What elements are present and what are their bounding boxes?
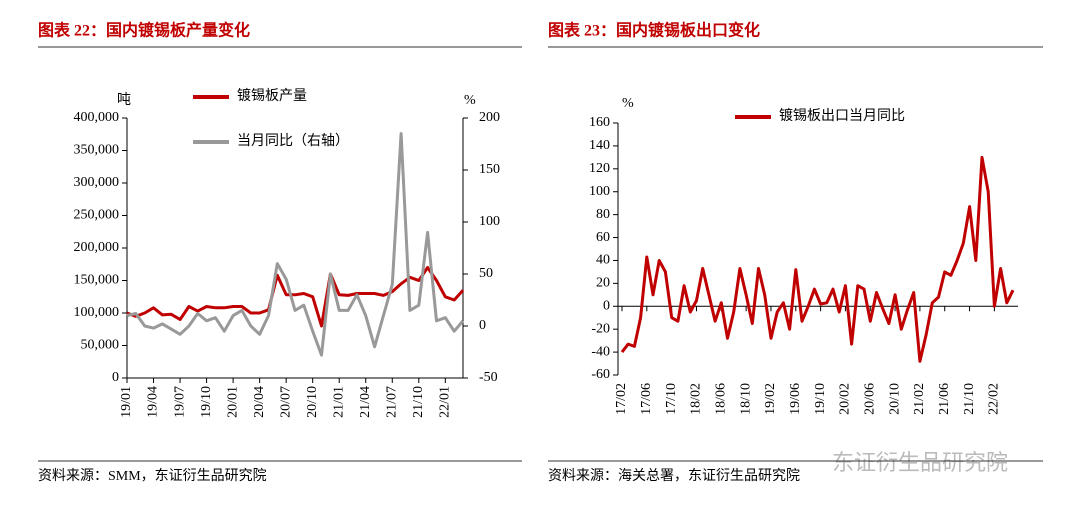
x-tick-label: 19/04 [146, 386, 161, 418]
x-tick-label: 20/02 [838, 383, 853, 415]
legend-label: 镀锡板出口当月同比 [779, 107, 905, 124]
y-tick-label: 80 [596, 207, 610, 222]
x-tick-label: 18/02 [689, 383, 704, 415]
x-tick-label: 20/06 [862, 383, 877, 415]
chart-title: 图表 23：国内镀锡板出口变化 [548, 21, 760, 40]
y2-tick-label: 200 [479, 110, 500, 125]
x-tick-label: 21/06 [937, 383, 952, 415]
y-tick-label: -40 [591, 344, 610, 359]
x-tick-label: 20/04 [252, 386, 267, 418]
x-tick-label: 18/10 [738, 383, 753, 415]
y-tick-label: 0 [603, 298, 610, 313]
y-tick-label: 100 [589, 184, 610, 199]
x-tick-label: 21/10 [411, 386, 426, 418]
x-tick-label: 22/02 [987, 383, 1002, 415]
x-tick-label: 21/01 [331, 386, 346, 418]
x-tick-label: 18/06 [714, 383, 729, 415]
x-tick-label: 22/01 [438, 386, 453, 418]
x-tick-label: 20/07 [278, 386, 293, 418]
source: 资料来源：SMM，东证衍生品研究院 [38, 468, 267, 484]
x-tick-label: 19/10 [813, 383, 828, 415]
y-axis-unit: % [622, 96, 634, 111]
series-line [620, 155, 1015, 363]
x-tick-label: 20/10 [305, 386, 320, 418]
y2-tick-label: 150 [479, 162, 500, 177]
y-tick-label: 160 [589, 115, 610, 130]
y2-tick-label: 0 [479, 318, 486, 333]
x-tick-label: 17/10 [664, 383, 679, 415]
x-tick-label: 21/07 [384, 386, 399, 418]
y-axis-unit: 吨 [117, 92, 131, 108]
chart-title: 图表 22：国内镀锡板产量变化 [38, 21, 250, 40]
x-tick-label: 21/02 [912, 383, 927, 415]
y-tick-label: 120 [589, 161, 610, 176]
y-tick-label: 40 [596, 253, 610, 268]
y-tick-label: 150,000 [74, 273, 120, 288]
legend-label: 当月同比（右轴） [237, 133, 349, 149]
x-tick-label: 21/10 [962, 383, 977, 415]
series-line [126, 266, 465, 328]
y2-tick-label: -50 [479, 370, 498, 385]
y-tick-label: 400,000 [74, 110, 120, 125]
legend-label: 镀锡板产量 [237, 87, 307, 104]
y-tick-label: 140 [589, 138, 610, 153]
watermark: 东证衍生品研究院 [832, 451, 1008, 476]
y-tick-label: 250,000 [74, 208, 120, 223]
y2-tick-label: 50 [479, 266, 493, 281]
x-tick-label: 19/07 [172, 386, 187, 418]
y-tick-label: 20 [596, 276, 610, 291]
y-tick-label: -60 [591, 367, 610, 382]
x-tick-label: 17/02 [614, 383, 629, 415]
y2-tick-label: 100 [479, 214, 500, 229]
y-tick-label: 50,000 [81, 338, 120, 353]
y-tick-label: 0 [112, 370, 119, 385]
x-tick-label: 17/06 [639, 383, 654, 415]
y-tick-label: 350,000 [74, 143, 120, 158]
x-tick-label: 20/01 [225, 386, 240, 418]
y-tick-label: 60 [596, 230, 610, 245]
x-tick-label: 21/04 [358, 386, 373, 418]
y-tick-label: 100,000 [74, 305, 120, 320]
y-tick-label: 300,000 [74, 175, 120, 190]
x-tick-label: 19/02 [763, 383, 778, 415]
source: 资料来源：海关总署，东证衍生品研究院 [548, 468, 800, 484]
x-tick-label: 20/10 [887, 383, 902, 415]
x-tick-label: 19/01 [119, 386, 134, 418]
x-tick-label: 19/10 [199, 386, 214, 418]
series-line [126, 132, 465, 357]
y-tick-label: 200,000 [74, 240, 120, 255]
y-tick-label: -20 [591, 321, 610, 336]
y2-axis-unit: % [464, 93, 476, 108]
x-tick-label: 19/06 [788, 383, 803, 415]
